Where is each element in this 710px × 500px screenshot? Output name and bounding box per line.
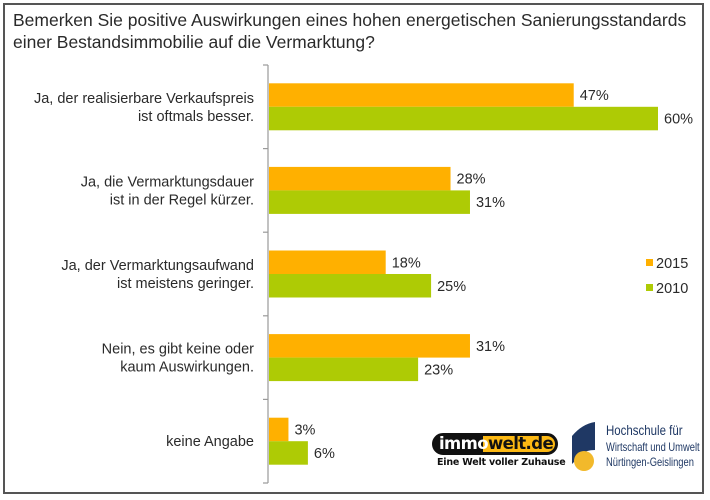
legend-swatch-2010 — [646, 284, 653, 291]
immowelt-logo: immowelt.de — [432, 433, 558, 455]
hochschule-logo-yellow-circle — [574, 451, 594, 471]
bar-2015-2 — [269, 250, 386, 274]
chart-title-line-2: einer Bestandsimmobilie auf die Vermarkt… — [13, 32, 375, 52]
category-label: Ja, der Vermarktungsaufwand — [61, 258, 254, 274]
immowelt-logo-text: immowelt.de — [439, 434, 554, 454]
category-label: ist in der Regel kürzer. — [110, 192, 254, 208]
immowelt-logo-highlight — [483, 436, 555, 452]
value-label-2015-4: 3% — [294, 422, 315, 438]
value-label-2010-4: 6% — [314, 446, 335, 462]
y-axis — [263, 64, 269, 484]
value-label-2015-2: 18% — [392, 255, 421, 271]
value-label-2010-0: 60% — [664, 112, 693, 128]
bars — [269, 83, 658, 465]
immowelt-logo-pill: immowelt.de — [432, 433, 558, 455]
chart-title: Bemerken Sie positive Auswirkungen eines… — [13, 9, 703, 53]
bar-2015-1 — [269, 166, 451, 191]
legend-swatch-2015 — [646, 259, 653, 266]
value-label-2010-1: 31% — [476, 195, 505, 211]
category-label: Nein, es gibt keine oder — [102, 342, 255, 358]
legend-label-2010: 2010 — [656, 281, 688, 297]
bar-2015-0 — [269, 83, 574, 107]
category-label: ist meistens geringer. — [117, 276, 254, 292]
category-label: Ja, die Vermarktungsdauer — [81, 174, 254, 190]
hochschule-name-line-2: Wirtschaft und Umwelt — [606, 440, 700, 454]
category-label: ist oftmals besser. — [138, 109, 254, 125]
value-label-2015-0: 47% — [580, 88, 609, 104]
hochschule-name-line-3: Nürtingen-Geislingen — [606, 455, 694, 469]
bar-2015-3 — [269, 334, 470, 358]
bar-2010-2 — [269, 274, 432, 298]
category-label: Ja, der realisierbare Verkaufspreis — [34, 91, 254, 107]
value-label-2015-3: 31% — [476, 339, 505, 355]
hochschule-logo-icon — [572, 422, 595, 471]
value-labels: 47% 60% 28% 31% 18% 25% 31% 23% 3% 6% — [294, 88, 693, 462]
bar-2015-4 — [269, 417, 289, 442]
value-label-2010-3: 23% — [424, 362, 453, 378]
chart-title-line-1: Bemerken Sie positive Auswirkungen eines… — [13, 10, 687, 30]
legend-label-2015: 2015 — [656, 256, 688, 272]
bar-2010-0 — [269, 106, 658, 131]
category-label: kaum Auswirkungen. — [120, 360, 254, 376]
immowelt-tagline: Eine Welt voller Zuhause — [437, 457, 566, 468]
bar-2010-1 — [269, 190, 470, 214]
bar-2010-3 — [269, 357, 419, 382]
hochschule-name-line-1: Hochschule für — [606, 422, 683, 438]
immowelt-logo-immo: immo — [439, 434, 489, 453]
category-label: keine Angabe — [166, 434, 254, 450]
bar-2010-4 — [269, 441, 308, 465]
immowelt-logo-weltde: welt.de — [487, 434, 554, 453]
value-label-2015-1: 28% — [457, 172, 486, 188]
category-labels: Ja, der realisierbare Verkaufspreis ist o… — [34, 91, 254, 450]
value-label-2010-2: 25% — [437, 279, 466, 295]
legend: 2015 2010 — [646, 256, 688, 297]
